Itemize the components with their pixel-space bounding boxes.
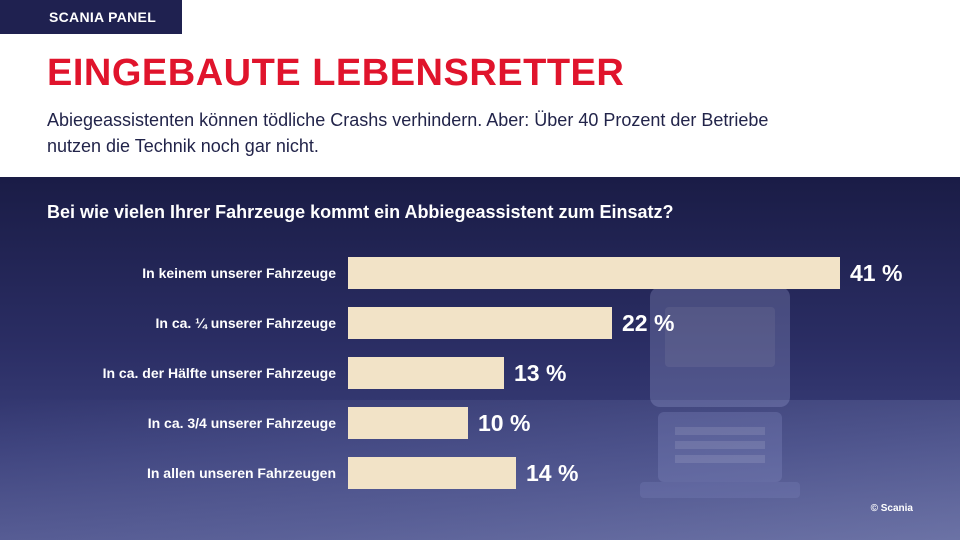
bar-chart: In keinem unserer Fahrzeuge 41 % In ca. ¼ … <box>103 257 902 489</box>
truck-silhouette-icon <box>640 287 800 498</box>
bar <box>348 257 840 289</box>
category-label: In ca. ¼ unserer Fahrzeuge <box>155 315 336 331</box>
category-label: In keinem unserer Fahrzeuge <box>142 265 336 281</box>
bar <box>348 357 504 389</box>
headline: EINGEBAUTE LEBENSRETTER <box>47 52 625 94</box>
chart-title: Bei wie vielen Ihrer Fahrzeuge kommt ein… <box>47 202 674 222</box>
value-label: 13 % <box>514 360 566 386</box>
bar <box>348 407 468 439</box>
value-label: 14 % <box>526 460 578 486</box>
chart-panel: Bei wie vielen Ihrer Fahrzeuge kommt ein… <box>0 177 960 540</box>
bar <box>348 457 516 489</box>
bar <box>348 307 612 339</box>
subtitle: Abiegeassistenten können tödliche Crashs… <box>47 110 769 156</box>
copyright-note: © Scania <box>870 503 913 514</box>
category-label: In ca. 3/4 unserer Fahrzeuge <box>148 415 337 431</box>
value-label: 10 % <box>478 410 530 436</box>
panel-tag: SCANIA PANEL <box>0 0 182 34</box>
value-label: 22 % <box>622 310 674 336</box>
value-label: 41 % <box>850 260 902 286</box>
category-label: In allen unseren Fahrzeugen <box>147 465 336 481</box>
category-label: In ca. der Hälfte unserer Fahrzeuge <box>103 365 337 381</box>
